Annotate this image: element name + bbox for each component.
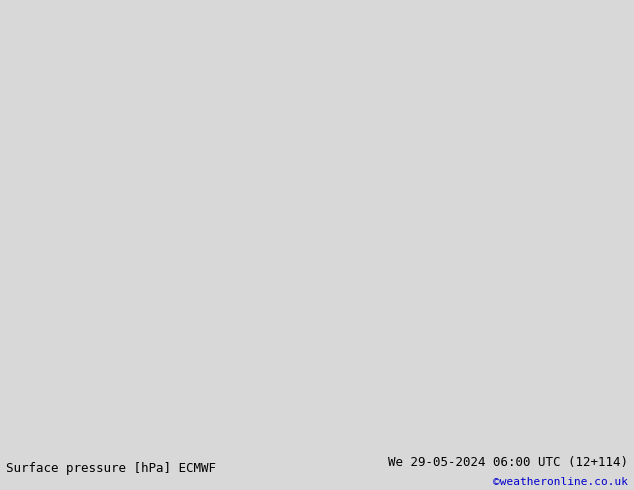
- Text: Surface pressure [hPa] ECMWF: Surface pressure [hPa] ECMWF: [6, 462, 216, 475]
- Text: ©weatheronline.co.uk: ©weatheronline.co.uk: [493, 477, 628, 487]
- Text: We 29-05-2024 06:00 UTC (12+114): We 29-05-2024 06:00 UTC (12+114): [387, 456, 628, 469]
